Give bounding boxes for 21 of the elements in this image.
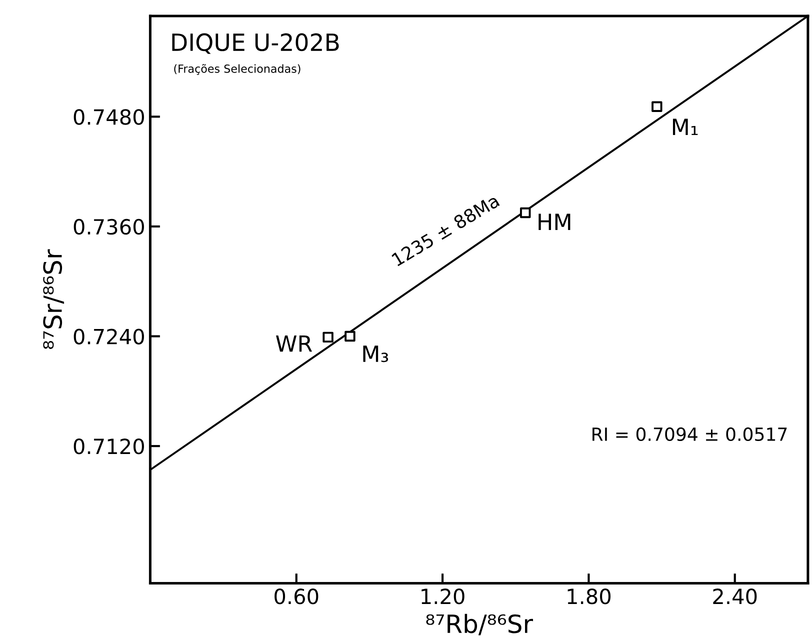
point <box>520 207 531 218</box>
y-tick-label: 0.7360 <box>74 218 144 235</box>
y-tick-label: 0.7240 <box>74 328 144 344</box>
annotation: RI = 0.7094 ± 0.0517 <box>592 427 787 442</box>
point <box>322 332 334 343</box>
x-tick-label: 1.80 <box>568 588 611 604</box>
x-axis-title: ⁸⁷Rb/⁸⁶Sr <box>426 614 534 636</box>
x-tick-label: 1.20 <box>422 588 464 604</box>
annotation: M₁ <box>672 118 698 136</box>
text: DIQUE U-202B <box>172 33 339 54</box>
y-tick-label: 0.7120 <box>74 438 144 454</box>
point <box>652 101 662 112</box>
y-tick-label: 0.7480 <box>74 109 144 125</box>
point <box>344 330 356 342</box>
annotation: HM <box>538 214 570 230</box>
annotation: WR <box>276 335 312 352</box>
text: (Frações Selecionadas) <box>174 64 300 75</box>
x-tick-label: 2.40 <box>713 588 757 604</box>
annotation: M₃ <box>363 346 388 362</box>
y-axis-title: ⁸⁷Sr/⁸⁶Sr <box>43 249 64 349</box>
x-tick-label: 0.60 <box>274 588 318 604</box>
